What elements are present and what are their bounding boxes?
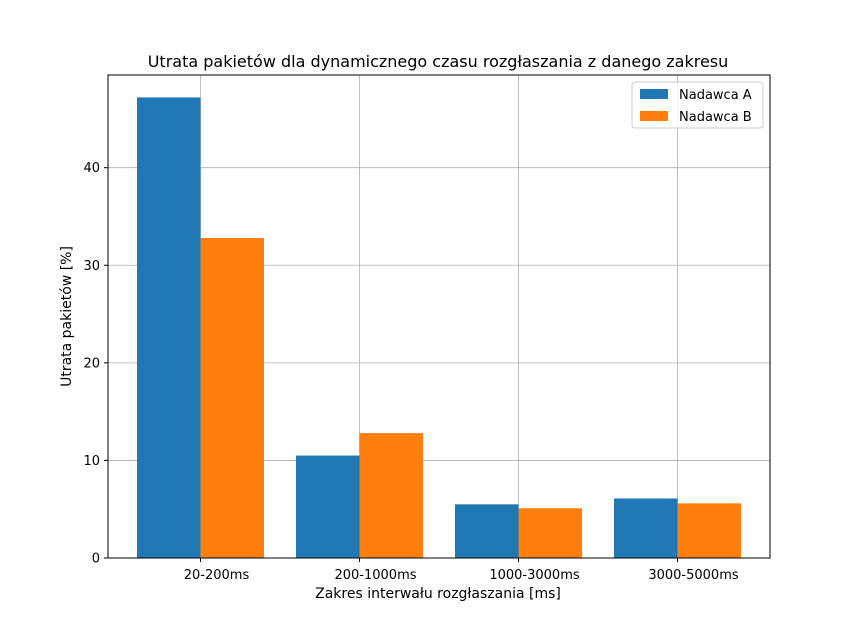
bar-b	[359, 433, 423, 558]
y-tick-label: 30	[83, 259, 100, 274]
plot-frame	[107, 74, 771, 559]
y-tick-label: 20	[83, 356, 100, 371]
bar-b	[677, 503, 741, 558]
legend-label: Nadawca B	[679, 110, 752, 125]
x-axis-label: Zakres interwału rozgłaszania [ms]	[315, 586, 561, 602]
bar-a	[137, 97, 201, 559]
bar-a	[455, 504, 519, 558]
legend-swatch	[640, 89, 668, 99]
legend-label: Nadawca A	[679, 88, 752, 103]
bars	[137, 97, 741, 559]
y-tick-label: 40	[83, 161, 100, 176]
bar-b	[518, 508, 582, 558]
chart-title: Utrata pakietów dla dynamicznego czasu r…	[148, 52, 729, 71]
y-axis-ticks: 0 10 20 30 40	[83, 161, 108, 567]
legend: Nadawca A Nadawca B	[631, 81, 764, 129]
y-tick-label: 0	[92, 552, 100, 567]
bar-a	[296, 455, 360, 558]
x-tick-label: 200-1000ms	[334, 568, 416, 583]
legend-swatch	[640, 111, 668, 121]
bar-a	[614, 498, 678, 558]
y-axis-label: Utrata pakietów [%]	[59, 246, 75, 387]
y-tick-label: 10	[83, 454, 100, 469]
x-tick-label: 20-200ms	[184, 568, 250, 583]
x-tick-label: 3000-5000ms	[648, 568, 739, 583]
x-tick-label: 1000-3000ms	[489, 568, 580, 583]
bar-b	[200, 237, 264, 558]
x-axis-ticks: 20-200ms 200-1000ms 1000-3000ms 3000-5000ms	[184, 558, 739, 583]
